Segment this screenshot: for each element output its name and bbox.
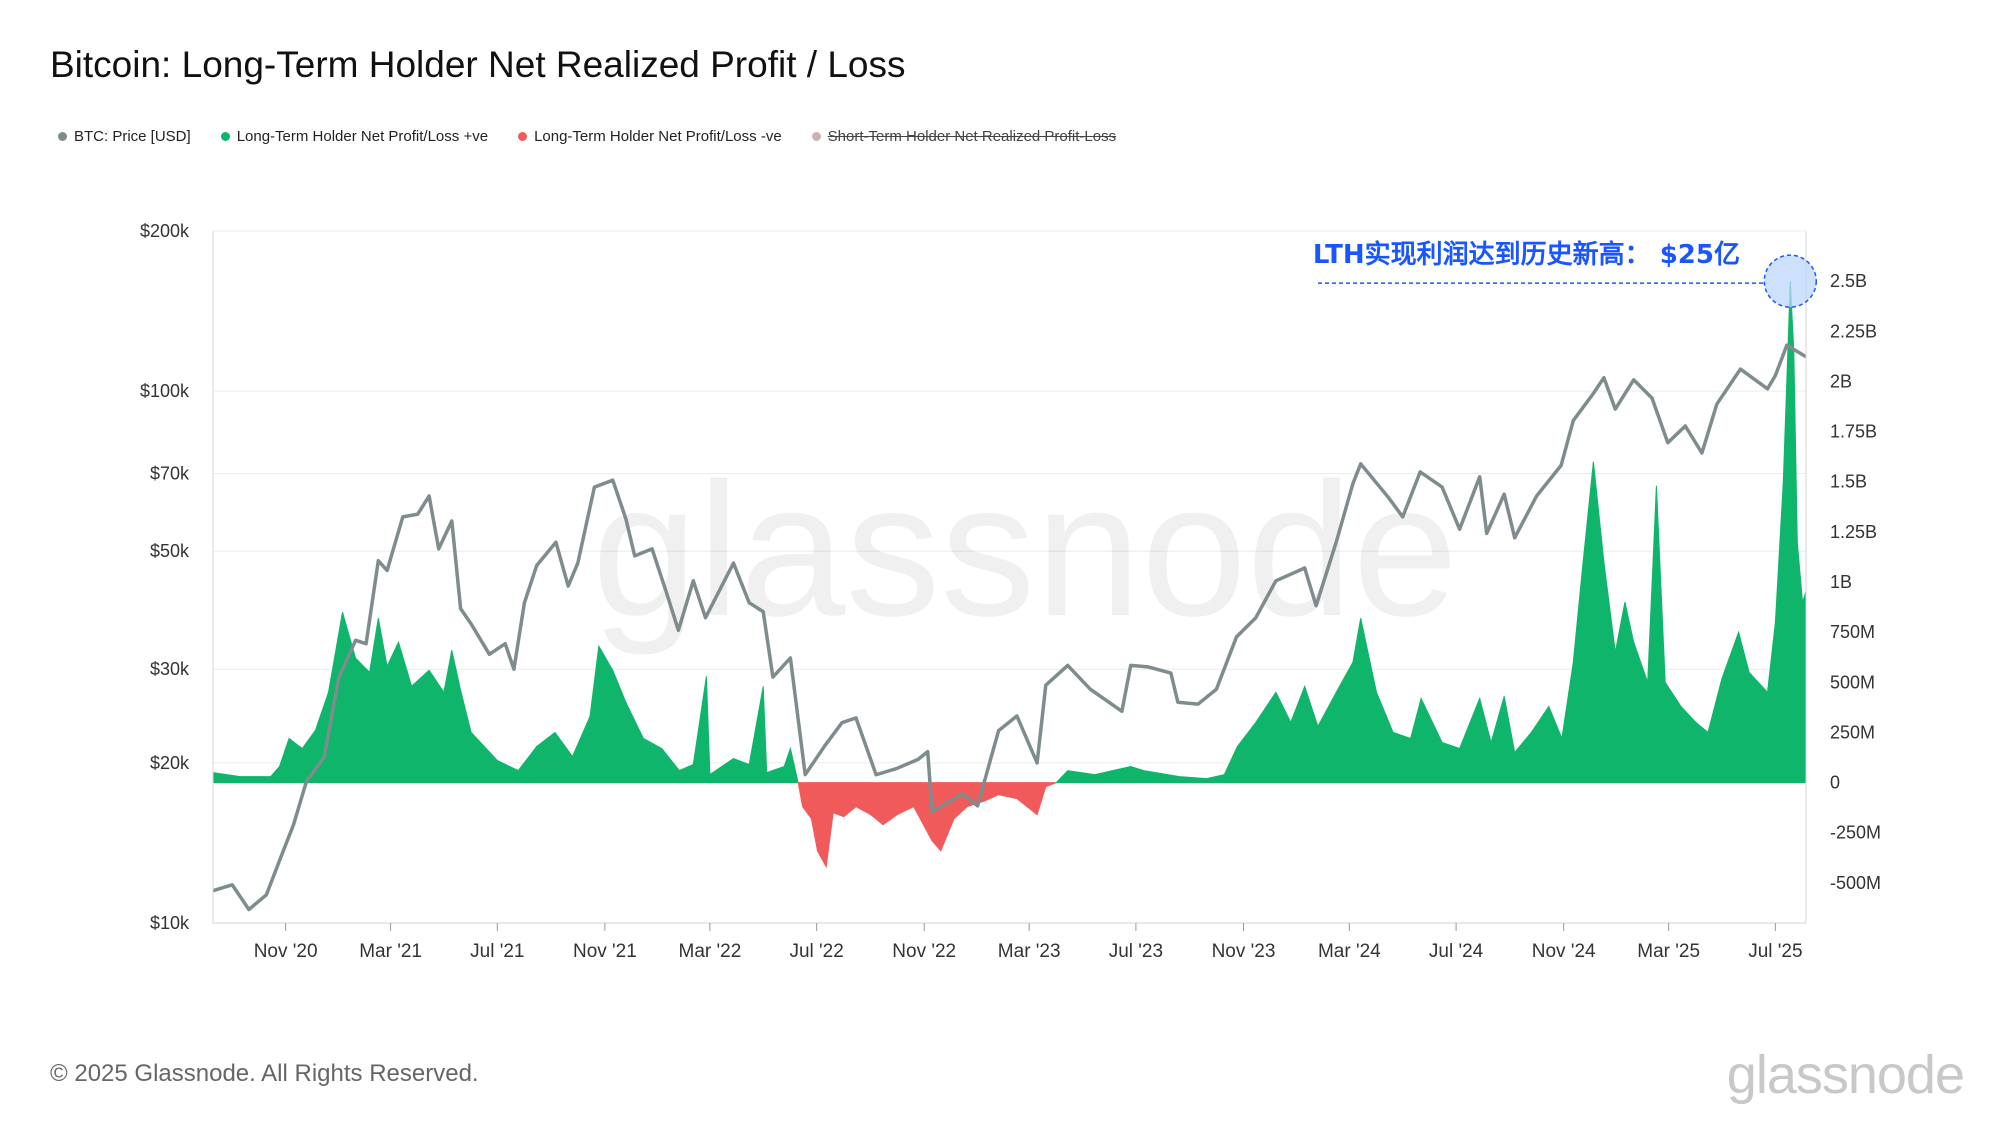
y-left-tick-label: $50k — [150, 541, 190, 561]
x-tick-label: Mar '24 — [1318, 941, 1381, 962]
y-left-tick-label: $70k — [150, 464, 190, 484]
x-tick-label: Mar '23 — [998, 941, 1061, 962]
x-tick-label: Jul '24 — [1429, 941, 1484, 962]
chart-canvas: glassnode $10k $20k $30k $50k $70k $100k $200k… — [140, 221, 1881, 962]
watermark: glassnode — [592, 444, 1458, 656]
legend-label: Short-Term Holder Net Realized Profit-Lo… — [827, 128, 1117, 145]
x-tick-label: Mar '25 — [1637, 941, 1700, 962]
x-tick-label: Nov '24 — [1532, 941, 1596, 962]
y-right-tick-label: 1.25B — [1830, 522, 1877, 542]
positive-area-series — [1055, 281, 1807, 784]
y-right-tick-label: 1B — [1830, 572, 1852, 592]
ath-highlight-circle — [1763, 254, 1818, 308]
x-tick-label: Nov '23 — [1212, 941, 1276, 962]
legend-item-lth-positive[interactable]: Long-Term Holder Net Profit/Loss +ve — [220, 128, 489, 145]
y-left-tick-label: $30k — [150, 659, 190, 679]
axes: $10k $20k $30k $50k $70k $100k $200k -500M -250M… — [140, 221, 1881, 962]
positive-area-series — [212, 611, 799, 784]
y-right-tick-label: 2.5B — [1830, 271, 1867, 291]
legend-marker — [811, 132, 821, 141]
y-right-tick-label: -250M — [1830, 823, 1881, 843]
x-tick-label: Jul '23 — [1109, 941, 1163, 962]
legend-marker — [220, 132, 230, 141]
y-right-tick-label: 0 — [1830, 773, 1840, 793]
glassnode-logo: glassnode — [1726, 1045, 1965, 1105]
legend-item-sth-disabled[interactable]: Short-Term Holder Net Realized Profit-Lo… — [811, 128, 1117, 145]
legend-label: Long-Term Holder Net Profit/Loss -ve — [534, 128, 782, 145]
legend-marker — [518, 132, 528, 141]
annotation-text: LTH实现利润达到历史新高： $25亿 — [1313, 239, 1740, 270]
y-right-tick-label: 2B — [1830, 371, 1852, 391]
x-tick-label: Nov '21 — [573, 941, 637, 962]
x-tick-label: Jul '21 — [470, 941, 524, 962]
legend-item-lth-negative[interactable]: Long-Term Holder Net Profit/Loss -ve — [518, 128, 782, 145]
copyright-text: © 2025 Glassnode. All Rights Reserved. — [50, 1060, 479, 1087]
y-right-tick-label: 1.5B — [1830, 472, 1867, 492]
y-left-tick-label: $10k — [150, 913, 190, 933]
negative-area-series — [797, 782, 1057, 869]
x-tick-label: Jul '25 — [1748, 941, 1802, 962]
chart-title: Bitcoin: Long-Term Holder Net Realized P… — [50, 44, 906, 85]
y-right-tick-label: 1.75B — [1830, 422, 1877, 442]
y-right-tick-label: 2.25B — [1830, 321, 1877, 341]
y-right-tick-label: 500M — [1830, 672, 1875, 692]
profit-loss-areas — [212, 281, 1807, 869]
legend-label: BTC: Price [USD] — [74, 128, 191, 145]
annotation-group: LTH实现利润达到历史新高： $25亿 — [1313, 239, 1818, 308]
x-tick-label: Jul '22 — [789, 941, 843, 962]
x-tick-label: Nov '22 — [892, 941, 956, 962]
price-line-group — [212, 343, 1807, 912]
y-right-tick-label: 250M — [1830, 722, 1875, 742]
legend: BTC: Price [USD] Long-Term Holder Net Pr… — [58, 128, 1116, 145]
y-left-tick-label: $100k — [140, 381, 190, 401]
y-left-tick-label: $200k — [140, 221, 190, 241]
legend-item-btc-price[interactable]: BTC: Price [USD] — [58, 128, 191, 145]
legend-label: Long-Term Holder Net Profit/Loss +ve — [236, 128, 489, 145]
x-tick-label: Mar '21 — [359, 941, 422, 962]
y-right-tick-label: -500M — [1830, 873, 1881, 893]
btc-price-line — [212, 343, 1807, 912]
y-left-tick-label: $20k — [150, 753, 190, 773]
x-tick-label: Nov '20 — [254, 941, 318, 962]
y-right-tick-label: 750M — [1830, 622, 1875, 642]
legend-marker — [58, 132, 67, 141]
x-tick-label: Mar '22 — [679, 941, 742, 962]
